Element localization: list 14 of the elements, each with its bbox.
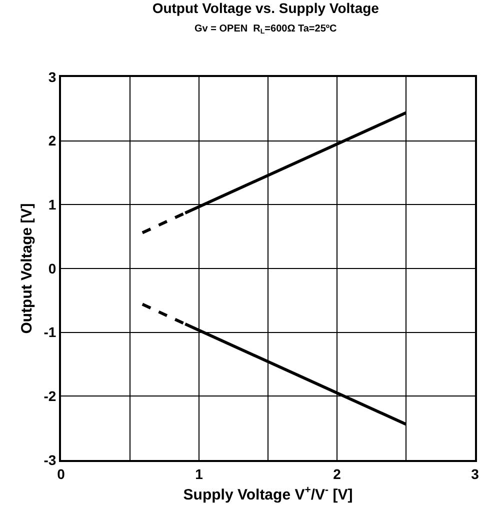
- chart-subtitle: Gv = OPEN R$_{L}$=600Ω Ta=25ºC: [194, 23, 337, 36]
- x-tick-label: 2: [333, 466, 342, 482]
- chart-title: Output Voltage vs. Supply Voltage: [152, 0, 380, 16]
- y-tick-label: 2: [48, 132, 56, 149]
- y-tick-label: -3: [44, 452, 56, 468]
- x-tick-label: 1: [195, 466, 204, 482]
- x-tick-label: 3: [471, 466, 480, 482]
- y-axis-title: Output Voltage [V]: [18, 203, 36, 334]
- y-tick-label: 1: [48, 196, 56, 213]
- y-tick-label: -1: [44, 324, 56, 340]
- x-axis-title: Supply Voltage V$^{+}$/V$^{-}$ [V]: [183, 484, 353, 504]
- y-tick-label: 0: [48, 260, 56, 276]
- y-tick-label: 3: [48, 68, 56, 85]
- y-tick-label: -2: [44, 388, 56, 404]
